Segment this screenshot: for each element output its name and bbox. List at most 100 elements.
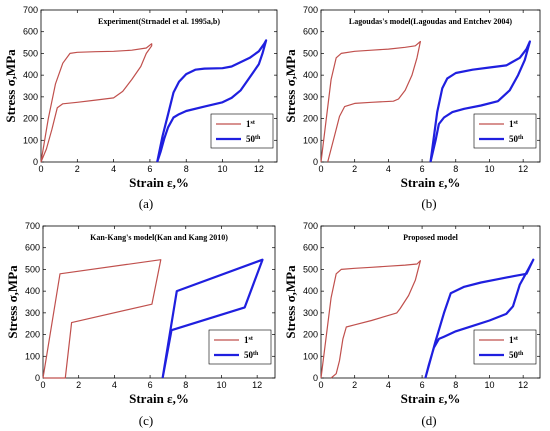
y-axis-label: Stress σ,MPa (3, 49, 18, 123)
x-tick-label: 2 (352, 380, 357, 390)
series-line (424, 258, 535, 379)
x-axis-label: Strain ε,% (401, 391, 461, 406)
y-tick-label: 700 (23, 5, 38, 15)
x-tick-label: 12 (518, 164, 528, 174)
x-tick-label: 8 (453, 164, 458, 174)
x-tick-label: 0 (318, 164, 323, 174)
y-tick-label: 100 (25, 351, 40, 361)
y-tick-label: 700 (25, 221, 40, 231)
y-tick-label: 300 (303, 308, 318, 318)
plot-frame (42, 225, 276, 379)
y-tick-label: 500 (303, 48, 318, 58)
x-tick-label: 4 (112, 380, 117, 390)
x-tick-label: 0 (40, 380, 45, 390)
y-tick-label: 300 (23, 92, 38, 102)
y-tick-label: 400 (303, 286, 318, 296)
legend-label: 50th (509, 350, 524, 360)
x-tick-label: 12 (254, 164, 264, 174)
x-tick-label: 8 (453, 380, 458, 390)
series-line (40, 43, 153, 163)
y-tick-label: 300 (25, 308, 40, 318)
panel-label: (d) (421, 413, 436, 428)
chart-title: Experiment(Strnadel et al. 1995a,b) (98, 17, 220, 26)
legend-box (208, 329, 272, 365)
x-tick-label: 2 (352, 164, 357, 174)
x-tick-label: 8 (183, 380, 188, 390)
chart-panel: 0 100 200 300 400 500 600 700 0 2 4 6 8 10 12 Strain ε,… (283, 221, 541, 428)
y-tick-label: 100 (23, 135, 38, 145)
panel-label: (b) (421, 196, 436, 211)
series-line (429, 40, 532, 163)
y-tick-label: 600 (303, 243, 318, 253)
y-tick-label: 200 (23, 114, 38, 124)
legend-box (473, 329, 537, 365)
y-tick-label: 500 (303, 264, 318, 274)
y-axis-label: Stress σ,MPa (283, 265, 298, 339)
x-tick-label: 10 (218, 164, 228, 174)
y-tick-label: 500 (23, 48, 38, 58)
legend-label: 1st (244, 335, 253, 345)
y-axis-label: Stress σ,MPa (283, 49, 298, 123)
legend-box (210, 113, 274, 149)
y-tick-label: 0 (313, 157, 318, 167)
y-tick-label: 100 (303, 135, 318, 145)
x-tick-label: 6 (147, 164, 152, 174)
chart-panel: 0 100 200 300 400 500 600 700 0 2 4 6 8 10 12 Strain ε,… (3, 5, 278, 211)
chart-title: Lagoudas's model(Lagoudas and Entchev 20… (349, 17, 512, 26)
x-tick-label: 10 (216, 380, 226, 390)
x-tick-label: 4 (386, 380, 391, 390)
y-tick-label: 600 (23, 27, 38, 37)
legend-label: 50th (509, 134, 524, 144)
x-axis-label: Strain ε,% (129, 391, 189, 406)
x-axis-label: Strain ε,% (129, 175, 189, 190)
y-axis-label: Stress σ,MPa (5, 265, 20, 339)
legend-label: 50th (244, 350, 259, 360)
y-tick-label: 600 (25, 243, 40, 253)
legend-label: 50th (246, 134, 261, 144)
x-tick-label: 10 (484, 164, 494, 174)
legend-box (473, 113, 537, 149)
y-tick-label: 200 (303, 330, 318, 340)
y-tick-label: 400 (303, 70, 318, 80)
y-tick-label: 700 (303, 5, 318, 15)
panel-label: (c) (139, 413, 153, 428)
panel-label: (a) (139, 196, 153, 211)
plot-frame (320, 225, 541, 379)
x-tick-label: 6 (148, 380, 153, 390)
legend-label: 1st (509, 119, 518, 129)
x-tick-label: 4 (111, 164, 116, 174)
x-tick-label: 6 (420, 164, 425, 174)
series-line (320, 40, 421, 163)
chart-title: Kan-Kang's model(Kan and Kang 2010) (90, 233, 228, 242)
plot-frame (40, 9, 278, 163)
y-tick-label: 500 (25, 264, 40, 274)
series-line (320, 260, 421, 379)
x-tick-label: 2 (76, 380, 81, 390)
x-tick-label: 0 (318, 380, 323, 390)
y-tick-label: 700 (303, 221, 318, 231)
x-tick-label: 4 (386, 164, 391, 174)
y-tick-label: 100 (303, 351, 318, 361)
chart-title: Proposed model (403, 233, 459, 242)
x-tick-label: 0 (38, 164, 43, 174)
x-tick-label: 10 (484, 380, 494, 390)
chart-panel: 0 100 200 300 400 500 600 700 0 2 4 6 8 10 12 Strain ε,… (5, 221, 276, 428)
y-tick-label: 200 (303, 114, 318, 124)
x-tick-label: 6 (420, 380, 425, 390)
y-tick-label: 0 (313, 373, 318, 383)
chart-panel: 0 100 200 300 400 500 600 700 0 2 4 6 8 10 12 Strain ε,… (283, 5, 541, 211)
series-line (161, 258, 264, 379)
x-axis-label: Strain ε,% (401, 175, 461, 190)
y-tick-label: 0 (33, 157, 38, 167)
legend-label: 1st (246, 119, 255, 129)
y-tick-label: 600 (303, 27, 318, 37)
x-tick-label: 8 (184, 164, 189, 174)
x-tick-label: 12 (518, 380, 528, 390)
legend-label: 1st (509, 335, 518, 345)
x-tick-label: 2 (75, 164, 80, 174)
y-tick-label: 400 (23, 70, 38, 80)
series-line (42, 259, 162, 379)
y-tick-label: 400 (25, 286, 40, 296)
x-tick-label: 12 (252, 380, 262, 390)
